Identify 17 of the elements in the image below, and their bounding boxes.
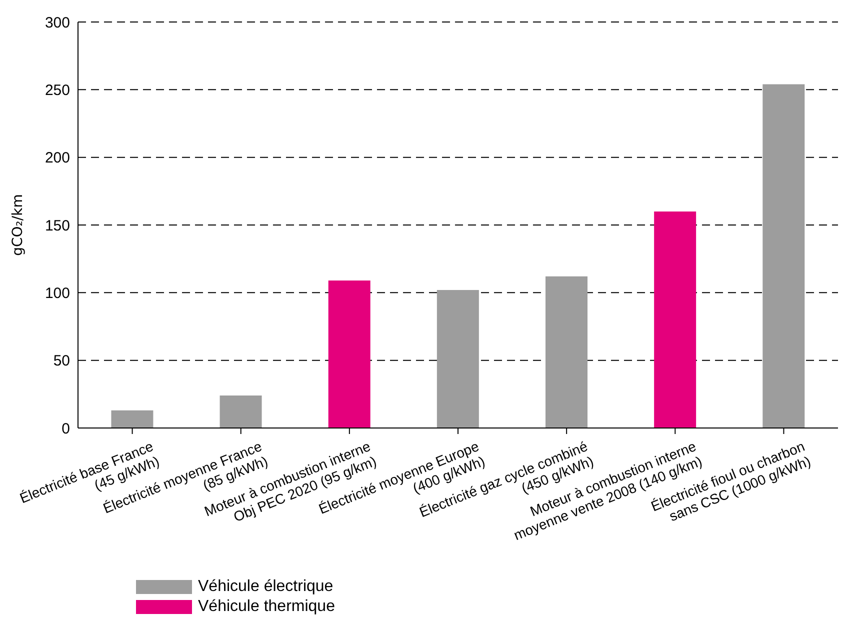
legend-label: Véhicule électrique: [198, 578, 334, 596]
bar: [654, 211, 696, 428]
y-tick-label: 250: [44, 82, 70, 99]
y-tick-label: 0: [62, 420, 70, 438]
y-tick-label: 150: [44, 217, 70, 234]
y-axis-title: gCO₂/km: [10, 194, 26, 256]
legend-label: Véhicule thermique: [198, 598, 335, 616]
y-tick-label: 300: [44, 14, 70, 32]
y-tick-label: 100: [44, 284, 70, 302]
y-tick-label: 50: [53, 352, 70, 370]
y-tick-label: 200: [44, 150, 70, 167]
bar: [546, 276, 588, 428]
bar: [220, 396, 262, 428]
bar: [111, 410, 154, 428]
bar: [762, 84, 805, 428]
bar: [436, 290, 479, 428]
bar: [328, 280, 370, 428]
